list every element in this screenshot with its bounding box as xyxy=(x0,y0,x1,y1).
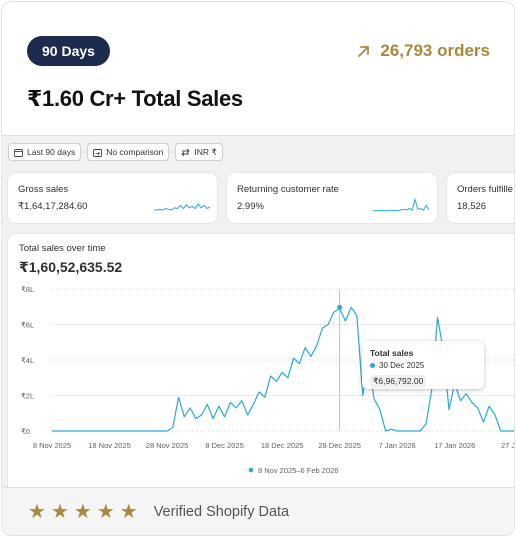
tooltip-value: ₹6,96,792.00 xyxy=(370,375,427,388)
total-sales-chart-panel: ₹0 ₹2L ₹4L ₹6L ₹8L 8 Nov 2025 18 Nov 2025 28 No… xyxy=(8,234,514,487)
x-tick-label: 17 Jan 2026 xyxy=(434,441,475,450)
period-badge: 90 Days xyxy=(27,36,110,66)
total-sales-headline: ₹1.60 Cr+ Total Sales xyxy=(27,86,243,111)
y-tick-label: ₹4L xyxy=(21,356,34,365)
returning-rate-sparkline xyxy=(373,197,429,212)
returning-customer-rate-metric-card[interactable]: Returning customer rate 2.99% xyxy=(227,173,437,223)
x-tick-label: 7 Jan 2026 xyxy=(379,441,416,450)
sparkline-series xyxy=(373,197,429,212)
metric-value: 18,526 xyxy=(457,201,487,212)
x-tick-label: 28 Dec 2025 xyxy=(318,441,361,450)
metric-title: Gross sales xyxy=(18,184,69,195)
metric-value: 2.99% xyxy=(237,201,264,212)
y-tick-label: ₹0 xyxy=(21,427,30,436)
footer-bar: ★ ★ ★ ★ ★ Verified Shopify Data xyxy=(2,488,514,535)
x-tick-label: 28 Nov 2025 xyxy=(146,441,189,450)
y-tick-label: ₹6L xyxy=(21,321,34,330)
highlighted-data-point[interactable] xyxy=(337,304,343,310)
comparison-label: No comparison xyxy=(106,147,164,157)
metric-title: Orders fulfille xyxy=(457,184,513,195)
metric-title: Returning customer rate xyxy=(237,184,339,195)
orders-fulfilled-metric-card[interactable]: Orders fulfille 18,526 xyxy=(447,173,514,223)
star-icon: ★ xyxy=(73,500,92,523)
card-header: 90 Days 26,793 orders ₹1.60 Cr+ Total Sa… xyxy=(2,2,514,135)
star-icon: ★ xyxy=(119,500,138,523)
filter-bar: Last 90 days No comparison INR ₹ xyxy=(8,143,223,161)
chart-total-value: ₹1,60,52,635.52 xyxy=(19,259,123,275)
x-tick-label: 27 Jan xyxy=(501,441,514,450)
chart-title: Total sales over time xyxy=(19,243,106,254)
currency-label: INR ₹ xyxy=(194,146,217,157)
compare-calendar-icon xyxy=(93,148,103,157)
x-tick-label: 18 Nov 2025 xyxy=(88,441,131,450)
shopify-analytics-screenshot: Last 90 days No comparison INR ₹ Gross s… xyxy=(2,135,514,488)
trend-arrow-icon xyxy=(358,45,370,57)
tooltip-date: 30 Dec 2025 xyxy=(379,361,425,370)
legend-dot-icon xyxy=(248,467,254,473)
orders-count: 26,793 orders xyxy=(357,41,490,61)
comparison-filter[interactable]: No comparison xyxy=(87,143,170,161)
y-tick-label: ₹8L xyxy=(21,285,34,294)
date-range-filter[interactable]: Last 90 days xyxy=(8,143,82,161)
y-tick-label: ₹2L xyxy=(21,392,34,401)
chart-tooltip: Total sales 30 Dec 2025 ₹6,96,792.00 xyxy=(362,341,484,389)
gross-sales-sparkline xyxy=(154,203,210,211)
tooltip-title: Total sales xyxy=(370,348,414,358)
date-range-label: Last 90 days xyxy=(27,147,76,157)
x-tick-label: 8 Nov 2025 xyxy=(33,441,71,450)
x-tick-label: 18 Dec 2025 xyxy=(261,441,304,450)
star-icon: ★ xyxy=(96,500,115,523)
currency-filter[interactable]: INR ₹ xyxy=(175,143,223,161)
x-tick-label: 8 Dec 2025 xyxy=(205,441,243,450)
star-rating: ★ ★ ★ ★ ★ xyxy=(28,502,138,522)
tooltip-date-row: 30 Dec 2025 xyxy=(370,361,424,370)
metric-value: ₹1,64,17,284.60 xyxy=(18,201,88,212)
orders-count-text: 26,793 orders xyxy=(380,41,490,60)
currency-swap-icon xyxy=(181,148,191,156)
series-dot-icon xyxy=(370,363,375,368)
legend-label: 8 Nov 2025–6 Feb 2026 xyxy=(258,466,338,475)
calendar-icon xyxy=(14,148,23,157)
gross-sales-metric-card[interactable]: Gross sales ₹1,64,17,284.60 xyxy=(8,173,217,223)
verified-label: Verified Shopify Data xyxy=(153,503,290,520)
sparkline-series xyxy=(154,203,210,211)
star-icon: ★ xyxy=(28,500,46,523)
star-icon: ★ xyxy=(50,500,69,523)
